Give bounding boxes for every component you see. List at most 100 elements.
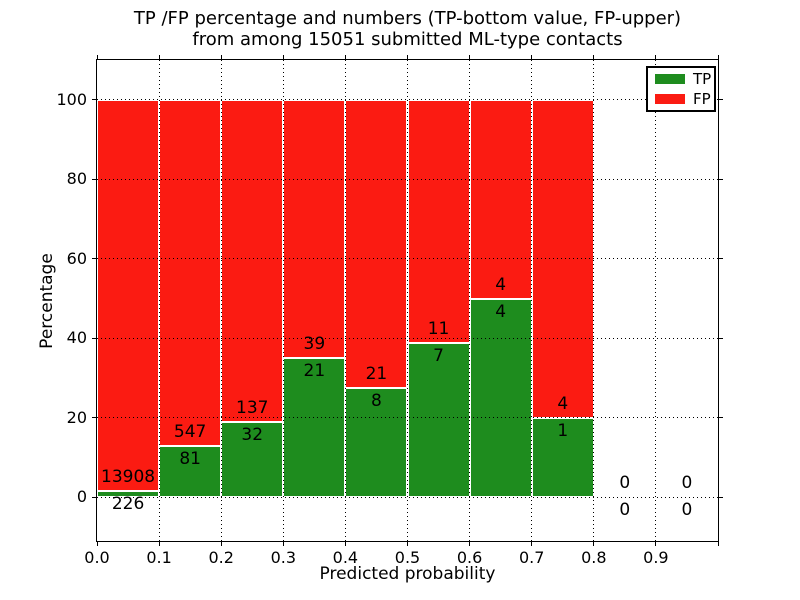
x-tick-top (158, 55, 160, 60)
x-tick-top (655, 55, 657, 60)
y-tick-left (92, 496, 97, 498)
tp-bar-segment (221, 422, 284, 498)
tp-count-label: 226 (111, 493, 145, 514)
fp-bar-segment (469, 99, 532, 299)
tp-bar-segment (469, 298, 532, 498)
y-tick-label: 100 (56, 89, 87, 109)
x-tick-label: 0.9 (643, 548, 669, 567)
x-tick-label: 0.0 (84, 548, 110, 567)
y-tick-left (92, 417, 97, 419)
x-tick-label: 0.2 (208, 548, 234, 567)
fp-count-label: 21 (365, 363, 388, 384)
x-tick-label: 0.3 (270, 548, 297, 567)
tp-count-label: 32 (241, 425, 264, 445)
x-tick-label: 0.6 (456, 548, 483, 567)
fp-count-label: 4 (557, 393, 569, 414)
fp-color-swatch (655, 94, 685, 104)
y-tick-label: 0 (76, 487, 87, 507)
legend-label-tp: TP (693, 70, 712, 88)
chart-title-line2: from among 15051 submitted ML-type conta… (192, 29, 623, 50)
fp-count-label: 11 (427, 318, 450, 339)
x-tick-label: 0.4 (332, 548, 359, 567)
x-tick-top (96, 55, 98, 60)
x-tick-top (531, 55, 533, 60)
legend: TP FP (646, 66, 716, 112)
x-tick-top (282, 55, 284, 60)
tp-bar-segment (407, 342, 470, 498)
tp-count-label: 81 (179, 449, 201, 469)
tp-count-label: 4 (495, 301, 507, 322)
x-tick-top (593, 55, 595, 60)
x-tick-top (469, 55, 471, 60)
x-tick-bottom (282, 541, 284, 546)
x-tick-top (407, 55, 408, 60)
x-tick-bottom (531, 541, 533, 546)
y-tick-label: 80 (66, 169, 87, 189)
x-tick-bottom (717, 541, 719, 546)
fp-bar-segment (97, 99, 160, 491)
tp-bar-segment (97, 490, 160, 498)
y-tick-right (718, 178, 723, 180)
x-tick-bottom (96, 541, 98, 546)
tp-count-label: 7 (433, 345, 444, 366)
x-tick-bottom (655, 541, 657, 546)
fp-bar-segment (221, 99, 284, 422)
chart-title-line1: TP /FP percentage and numbers (TP-bottom… (133, 8, 682, 29)
x-tick-bottom (158, 541, 160, 546)
x-tick-bottom (220, 541, 222, 546)
legend-item-fp: FP (655, 90, 714, 108)
fp-count-label: 13908 (101, 466, 156, 487)
x-tick-bottom (593, 541, 595, 546)
tp-color-swatch (655, 74, 685, 84)
x-tick-top (220, 55, 222, 60)
y-tick-right (718, 258, 723, 260)
gridline-vertical (282, 60, 284, 541)
y-axis-label: Percentage (37, 253, 57, 349)
x-tick-label: 0.7 (518, 548, 545, 567)
tp-count-label: 21 (303, 361, 326, 382)
x-tick-label: 0.5 (394, 548, 421, 567)
y-tick-label: 40 (66, 328, 87, 348)
fp-bar-segment (407, 99, 470, 343)
gridline-vertical (220, 60, 222, 541)
fp-bar-segment (159, 99, 222, 446)
x-tick-bottom (469, 541, 471, 546)
tp-bar-segment (159, 446, 222, 498)
fp-count-label: 0 (619, 473, 631, 494)
y-tick-label: 20 (66, 407, 87, 427)
gridline-vertical (344, 60, 346, 541)
x-tick-label: 0.8 (581, 548, 607, 567)
fp-count-label: 4 (495, 274, 507, 295)
chart-title: TP /FP percentage and numbers (TP-bottom… (97, 8, 718, 50)
gridline-vertical (531, 60, 533, 541)
x-tick-top (717, 55, 719, 60)
y-tick-right (718, 417, 723, 419)
y-tick-right (718, 496, 723, 498)
tp-bar-segment (283, 358, 346, 498)
tp-count-label: 1 (557, 420, 569, 441)
y-tick-left (92, 178, 97, 180)
y-tick-left (92, 258, 97, 260)
gridline-vertical (469, 60, 471, 541)
fp-count-label: 137 (236, 398, 269, 418)
fp-count-label: 39 (303, 334, 326, 355)
fp-count-label: 0 (681, 473, 693, 494)
x-axis-label: Predicted probability (319, 564, 496, 584)
y-tick-right (718, 337, 723, 339)
tp-count-label: 0 (619, 500, 631, 521)
tp-count-label: 0 (681, 500, 693, 521)
y-tick-label: 60 (66, 248, 87, 268)
x-tick-top (344, 55, 346, 60)
x-tick-bottom (344, 541, 346, 546)
y-tick-right (718, 99, 723, 101)
gridline-vertical (593, 60, 595, 541)
y-tick-left (92, 337, 97, 339)
fp-count-label: 547 (173, 422, 207, 442)
fp-bar-segment (283, 99, 346, 359)
x-tick-label: 0.1 (146, 548, 172, 567)
legend-label-fp: FP (693, 90, 711, 108)
gridline-vertical (158, 60, 160, 541)
y-tick-left (92, 99, 97, 101)
legend-item-tp: TP (655, 70, 714, 88)
